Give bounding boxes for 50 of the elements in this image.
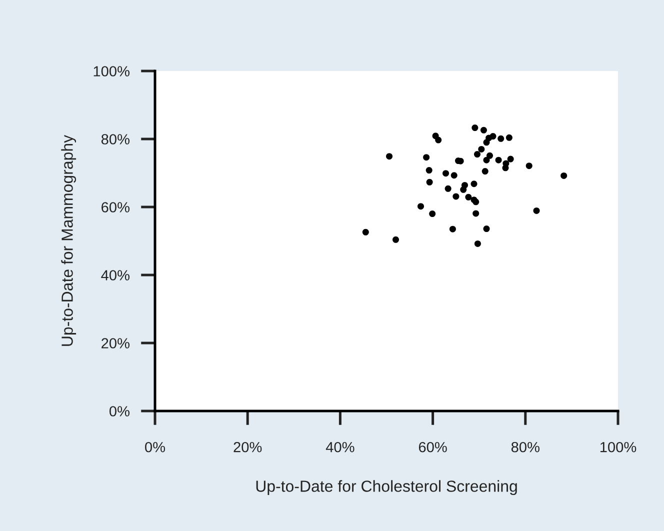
point — [560, 172, 568, 179]
point — [472, 210, 480, 217]
point — [533, 207, 540, 214]
y-tick-label: 40% — [101, 270, 130, 280]
point — [483, 156, 490, 164]
point — [472, 124, 478, 132]
point — [429, 210, 436, 218]
point — [362, 228, 369, 236]
x-tick-label: 40% — [326, 442, 354, 452]
point — [482, 168, 488, 175]
point — [478, 146, 485, 152]
point — [495, 156, 502, 164]
point — [450, 172, 458, 179]
point — [526, 162, 532, 170]
point — [449, 226, 456, 232]
point — [435, 136, 442, 144]
point — [483, 139, 490, 146]
point — [426, 167, 432, 174]
point — [444, 185, 452, 192]
point — [418, 203, 424, 210]
x-tick-label: 100% — [600, 442, 636, 452]
point — [442, 170, 450, 177]
point — [423, 154, 430, 161]
point — [483, 226, 490, 232]
point — [480, 126, 487, 134]
point — [452, 193, 460, 200]
point — [507, 156, 514, 162]
x-tick-label: 80% — [511, 442, 540, 452]
point — [502, 164, 509, 172]
x-tick-label: 60% — [418, 442, 447, 452]
x-axis-title: Up-to-Date for Cholesterol Screening — [256, 480, 517, 496]
y-tick-label: 80% — [101, 134, 130, 144]
point — [486, 152, 494, 159]
point — [474, 240, 481, 247]
x-tick-label: 0% — [145, 442, 166, 452]
point — [498, 135, 504, 142]
point — [426, 178, 433, 186]
x-tick-label: 20% — [234, 442, 262, 452]
point — [386, 153, 393, 160]
y-tick-label: 0% — [109, 406, 130, 416]
point — [465, 194, 472, 200]
point — [392, 236, 400, 243]
point — [460, 186, 467, 193]
point — [474, 151, 481, 158]
point — [506, 134, 512, 141]
point — [470, 180, 478, 188]
y-tick-label: 60% — [102, 202, 130, 212]
y-tick-label: 20% — [102, 338, 130, 348]
y-tick-label: 100% — [94, 66, 130, 76]
y-axis-title: Up-to-Date for Mammography — [61, 134, 76, 346]
